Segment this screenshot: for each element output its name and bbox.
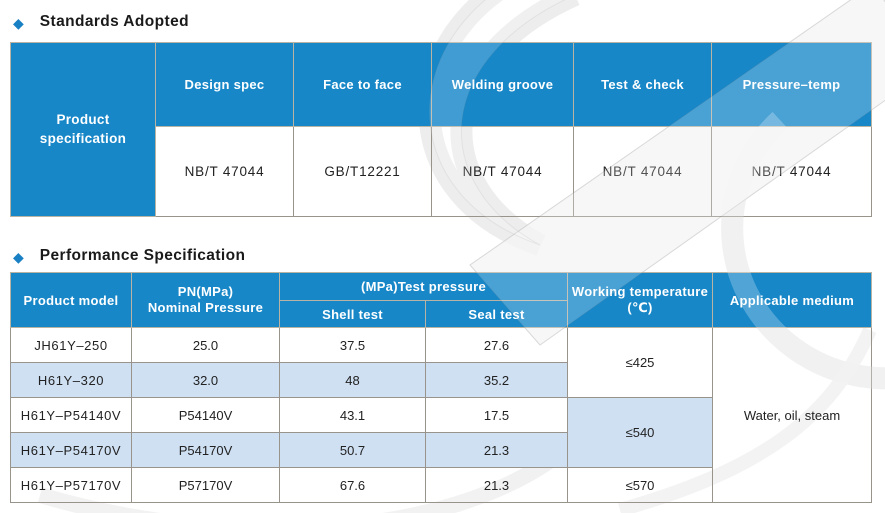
diamond-bullet-icon: ◆: [13, 15, 24, 31]
cell-applicable-medium: Water, oil, steam: [712, 327, 872, 503]
cell-model: H61Y–P57170V: [10, 467, 132, 503]
standards-col-pressure-temp: Pressure–temp: [711, 42, 872, 127]
cell-working-temp-group-1: ≤425: [567, 327, 713, 398]
cell-model: H61Y–P54140V: [10, 397, 132, 433]
standards-col-test-check: Test & check: [573, 42, 712, 127]
standards-value-test-check: NB/T 47044: [573, 126, 712, 217]
standards-value-design-spec: NB/T 47044: [155, 126, 294, 217]
cell-model: JH61Y–250: [10, 327, 132, 363]
performance-title-text: Performance Specification: [39, 247, 246, 264]
cell-model: H61Y–P54170V: [10, 432, 132, 468]
header-working-temp-line2: (℃): [627, 300, 653, 315]
cell-shell: 50.7: [279, 432, 426, 468]
cell-seal: 21.3: [425, 432, 568, 468]
cell-shell: 37.5: [279, 327, 426, 363]
header-shell-test: Shell test: [279, 300, 426, 328]
standards-value-pressure-temp: NB/T 47044: [711, 126, 872, 217]
standards-row-header: Product specification: [10, 42, 156, 217]
cell-model: H61Y–320: [10, 362, 132, 398]
cell-seal: 35.2: [425, 362, 568, 398]
table-row: JH61Y–250 25.0 37.5 27.6 ≤425 Water, oil…: [10, 327, 872, 503]
cell-shell: 67.6: [279, 467, 426, 503]
header-pn-line2: Nominal Pressure: [147, 300, 264, 315]
header-seal-test: Seal test: [425, 300, 568, 328]
cell-shell: 43.1: [279, 397, 426, 433]
standards-section-title: ◆ Standards Adopted: [13, 13, 189, 31]
cell-working-temp-group-3: ≤570: [567, 467, 713, 503]
cell-seal: 17.5: [425, 397, 568, 433]
cell-pn: P54170V: [131, 432, 280, 468]
standards-header-row: Product specification Design spec Face t…: [10, 42, 872, 217]
cell-working-temp-group-2: ≤540: [567, 397, 713, 468]
cell-shell: 48: [279, 362, 426, 398]
header-working-temp-line1: Working temperature: [571, 283, 709, 299]
cell-pn: 32.0: [131, 362, 280, 398]
cell-pn: P57170V: [131, 467, 280, 503]
header-working-temperature: Working temperature (℃): [567, 272, 713, 328]
performance-header-row-1: Product model PN(MPa) Nominal Pressure (…: [10, 272, 872, 328]
standards-table: Product specification Design spec Face t…: [10, 42, 872, 217]
header-pn-line1: PN(MPa): [177, 283, 234, 299]
header-test-pressure-group: (MPa)Test pressure: [279, 272, 568, 301]
standards-value-welding-groove: NB/T 47044: [431, 126, 574, 217]
diamond-bullet-icon: ◆: [13, 249, 24, 265]
performance-table: Product model PN(MPa) Nominal Pressure (…: [10, 272, 872, 503]
standards-title-text: Standards Adopted: [39, 13, 189, 30]
header-applicable-medium: Applicable medium: [712, 272, 872, 328]
header-nominal-pressure: PN(MPa) Nominal Pressure: [131, 272, 280, 328]
cell-seal: 27.6: [425, 327, 568, 363]
cell-seal: 21.3: [425, 467, 568, 503]
performance-section-title: ◆ Performance Specification: [13, 247, 245, 265]
header-product-model: Product model: [10, 272, 132, 328]
standards-col-welding-groove: Welding groove: [431, 42, 574, 127]
standards-col-design-spec: Design spec: [155, 42, 294, 127]
standards-col-face-to-face: Face to face: [293, 42, 432, 127]
standards-value-face-to-face: GB/T12221: [293, 126, 432, 217]
cell-pn: 25.0: [131, 327, 280, 363]
table-row: H61Y–320 32.0 48 35.2: [10, 362, 872, 398]
cell-pn: P54140V: [131, 397, 280, 433]
